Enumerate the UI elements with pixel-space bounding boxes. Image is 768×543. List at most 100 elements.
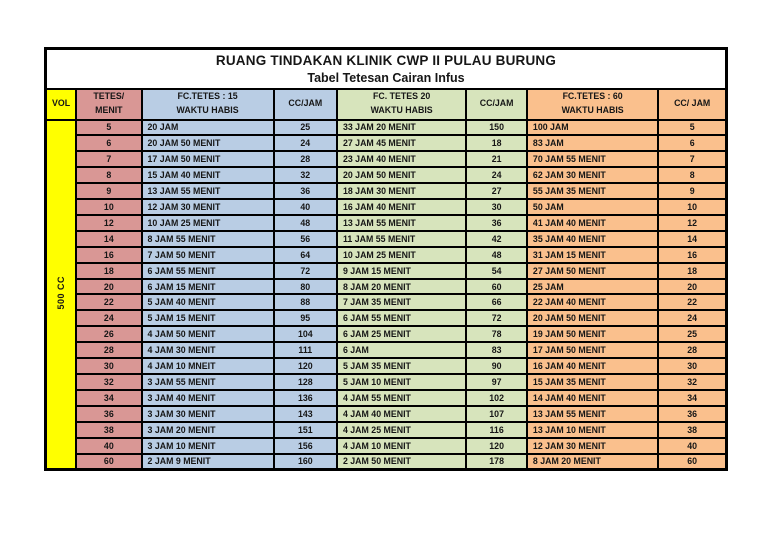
document-subtitle: Tabel Tetesan Cairan Infus (307, 71, 465, 86)
cell-tetes-menit: 10 (75, 198, 143, 216)
cell-waktu-habis-15: 15 JAM 40 MENIT (140, 166, 275, 185)
cell-cc-jam-60: 22 (657, 293, 728, 312)
table-row: 34 3 JAM 40 MENIT 136 4 JAM 55 MENIT 102 14 J… (46, 388, 728, 407)
cell-waktu-habis-60: 16 JAM 40 MENIT (525, 357, 660, 375)
cell-waktu-habis-60: 17 JAM 50 MENIT (525, 341, 660, 360)
cell-cc-jam-20: 90 (465, 357, 528, 375)
table-row: 22 5 JAM 40 MENIT 88 7 JAM 35 MENIT 66 22 JAM… (46, 293, 728, 312)
table-body: 500 CC 5 20 JAM 25 33 JAM 20 MENIT 150 100 JAM… (44, 118, 728, 471)
table-row: 14 8 JAM 55 MENIT 56 11 JAM 55 MENIT 42 35 JA… (46, 229, 728, 248)
cell-cc-jam-15: 48 (272, 213, 338, 232)
cell-waktu-habis-20: 8 JAM 20 MENIT (335, 277, 468, 296)
cell-waktu-habis-20: 27 JAM 45 MENIT (335, 134, 468, 153)
cell-waktu-habis-15: 3 JAM 30 MENIT (140, 404, 275, 423)
table-row: 10 12 JAM 30 MENIT 40 16 JAM 40 MENIT 30 50 J… (46, 198, 728, 216)
cell-cc-jam-20: 150 (465, 118, 528, 137)
cell-waktu-habis-15: 10 JAM 25 MENIT (140, 213, 275, 232)
cell-waktu-habis-15: 20 JAM (140, 118, 275, 137)
cell-waktu-habis-15: 6 JAM 55 MENIT (140, 261, 275, 280)
cell-waktu-habis-20: 4 JAM 40 MENIT (335, 404, 468, 423)
cell-cc-jam-15: 95 (272, 309, 338, 328)
table-row: 40 3 JAM 10 MENIT 156 4 JAM 10 MENIT 120 12 J… (46, 436, 728, 455)
cell-tetes-menit: 36 (75, 404, 143, 423)
cell-tetes-menit: 8 (75, 166, 143, 185)
cell-waktu-habis-15: 5 JAM 15 MENIT (140, 309, 275, 328)
cell-waktu-habis-15: 4 JAM 50 MENIT (140, 325, 275, 344)
cell-cc-jam-15: 40 (272, 198, 338, 216)
cell-waktu-habis-15: 2 JAM 9 MENIT (140, 452, 275, 471)
header-fc-tetes-20: FC. TETES 20 WAKTU HABIS (335, 87, 468, 121)
cell-waktu-habis-15: 13 JAM 55 MENIT (140, 182, 275, 201)
cell-waktu-habis-20: 7 JAM 35 MENIT (335, 293, 468, 312)
cell-waktu-habis-15: 4 JAM 10 MNEIT (140, 357, 275, 375)
cell-tetes-menit: 24 (75, 309, 143, 328)
cell-cc-jam-15: 72 (272, 261, 338, 280)
volume-label: 500 CC (56, 276, 67, 310)
cell-tetes-menit: 18 (75, 261, 143, 280)
cell-waktu-habis-20: 10 JAM 25 MENIT (335, 245, 468, 264)
cell-cc-jam-60: 24 (657, 309, 728, 328)
cell-tetes-menit: 14 (75, 229, 143, 248)
cell-waktu-habis-60: 27 JAM 50 MENIT (525, 261, 660, 280)
header-cc-jam-60: CC/ JAM (657, 87, 728, 121)
document-title: RUANG TINDAKAN KLINIK CWP II PULAU BURUN… (215, 52, 557, 68)
cell-cc-jam-60: 30 (657, 357, 728, 375)
table-row: 500 CC 5 20 JAM 25 33 JAM 20 MENIT 150 100 JAM… (44, 118, 728, 471)
cell-waktu-habis-60: 12 JAM 30 MENIT (525, 436, 660, 455)
header-fc-tetes-60: FC.TETES : 60 WAKTU HABIS (525, 87, 660, 121)
cell-cc-jam-60: 40 (657, 436, 728, 455)
cell-cc-jam-20: 97 (465, 373, 528, 391)
cell-cc-jam-60: 20 (657, 277, 728, 296)
header-tetes-menit: TETES/ MENIT (75, 87, 143, 121)
table-row: 6 20 JAM 50 MENIT 24 27 JAM 45 MENIT 18 83 JA… (46, 134, 728, 153)
cell-waktu-habis-60: 22 JAM 40 MENIT (525, 293, 660, 312)
cell-cc-jam-15: 36 (272, 182, 338, 201)
cell-cc-jam-60: 25 (657, 325, 728, 344)
cell-waktu-habis-60: 41 JAM 40 MENIT (525, 213, 660, 232)
cell-waktu-habis-60: 83 JAM (525, 134, 660, 153)
cell-waktu-habis-60: 20 JAM 50 MENIT (525, 309, 660, 328)
header-fc-tetes-15: FC.TETES : 15 WAKTU HABIS (140, 87, 275, 121)
infusion-table-document: RUANG TINDAKAN KLINIK CWP II PULAU BURUN… (44, 47, 728, 471)
cell-tetes-menit: 34 (75, 388, 143, 407)
cell-waktu-habis-15: 3 JAM 55 MENIT (140, 373, 275, 391)
cell-cc-jam-20: 54 (465, 261, 528, 280)
cell-cc-jam-20: 116 (465, 420, 528, 439)
cell-waktu-habis-60: 19 JAM 50 MENIT (525, 325, 660, 344)
cell-cc-jam-60: 6 (657, 134, 728, 153)
cell-waktu-habis-15: 7 JAM 50 MENIT (140, 245, 275, 264)
cell-waktu-habis-60: 8 JAM 20 MENIT (525, 452, 660, 471)
cell-waktu-habis-60: 55 JAM 35 MENIT (525, 182, 660, 201)
cell-waktu-habis-15: 3 JAM 40 MENIT (140, 388, 275, 407)
cell-cc-jam-15: 24 (272, 134, 338, 153)
table-row: 28 4 JAM 30 MENIT 111 6 JAM 83 17 JAM 50 MENI… (46, 341, 728, 360)
cell-waktu-habis-60: 62 JAM 30 MENIT (525, 166, 660, 185)
cell-cc-jam-15: 28 (272, 150, 338, 169)
cell-cc-jam-15: 56 (272, 229, 338, 248)
cell-cc-jam-20: 24 (465, 166, 528, 185)
cell-cc-jam-20: 48 (465, 245, 528, 264)
cell-tetes-menit: 38 (75, 420, 143, 439)
cell-waktu-habis-20: 16 JAM 40 MENIT (335, 198, 468, 216)
cell-cc-jam-60: 5 (657, 118, 728, 137)
cell-waktu-habis-60: 100 JAM (525, 118, 660, 137)
table-row: 16 7 JAM 50 MENIT 64 10 JAM 25 MENIT 48 31 JA… (46, 245, 728, 264)
cell-cc-jam-15: 151 (272, 420, 338, 439)
table-row: 12 10 JAM 25 MENIT 48 13 JAM 55 MENIT 36 41 J… (46, 213, 728, 232)
cell-cc-jam-20: 27 (465, 182, 528, 201)
cell-waktu-habis-20: 5 JAM 35 MENIT (335, 357, 468, 375)
cell-cc-jam-20: 78 (465, 325, 528, 344)
cell-tetes-menit: 6 (75, 134, 143, 153)
cell-waktu-habis-20: 11 JAM 55 MENIT (335, 229, 468, 248)
cell-waktu-habis-15: 3 JAM 10 MENIT (140, 436, 275, 455)
cell-waktu-habis-60: 31 JAM 15 MENIT (525, 245, 660, 264)
table-row: 26 4 JAM 50 MENIT 104 6 JAM 25 MENIT 78 19 JA… (46, 325, 728, 344)
cell-waktu-habis-60: 35 JAM 40 MENIT (525, 229, 660, 248)
cell-volume: 500 CC (44, 118, 78, 471)
cell-cc-jam-20: 21 (465, 150, 528, 169)
table-row: 7 17 JAM 50 MENIT 28 23 JAM 40 MENIT 21 70 JA… (46, 150, 728, 169)
cell-tetes-menit: 60 (75, 452, 143, 471)
cell-waktu-habis-20: 4 JAM 55 MENIT (335, 388, 468, 407)
cell-waktu-habis-15: 3 JAM 20 MENIT (140, 420, 275, 439)
cell-cc-jam-15: 104 (272, 325, 338, 344)
